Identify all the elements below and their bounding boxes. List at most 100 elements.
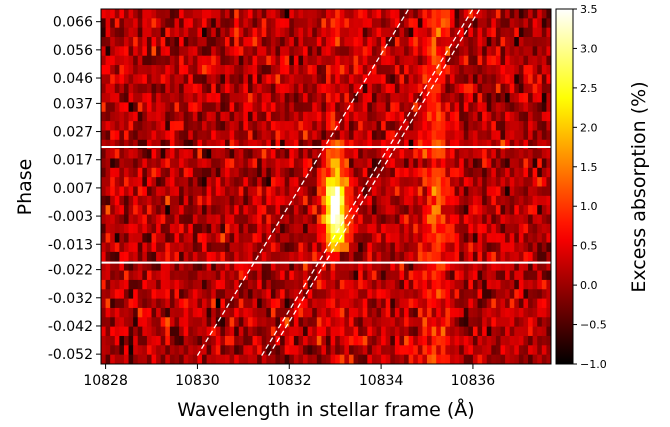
heatmap-cell — [546, 289, 551, 300]
heatmap-cell — [500, 130, 506, 141]
heatmap-cell — [146, 83, 153, 94]
heatmap-cell — [206, 93, 212, 104]
heatmap-cell — [280, 27, 286, 38]
heatmap-cell — [509, 130, 515, 141]
heatmap-cell — [449, 149, 456, 160]
heatmap-cell — [280, 307, 286, 318]
heatmap-cell — [137, 65, 143, 75]
heatmap-cell — [394, 46, 401, 57]
heatmap-cell — [174, 111, 180, 122]
heatmap-cell — [146, 354, 153, 364]
heatmap-cell — [537, 65, 543, 75]
heatmap-cell — [238, 158, 244, 169]
heatmap-cell — [408, 9, 414, 19]
heatmap-cell — [110, 233, 116, 244]
heatmap-cell — [192, 27, 199, 38]
heatmap-cell — [224, 55, 231, 66]
heatmap-cell — [146, 121, 153, 132]
heatmap-cell — [289, 289, 295, 300]
heatmap-cell — [500, 195, 506, 206]
heatmap-cell — [495, 279, 502, 290]
heatmap-cell — [165, 9, 171, 19]
heatmap-cell — [234, 65, 240, 75]
heatmap-cell — [169, 111, 176, 122]
heatmap-cell — [330, 55, 336, 66]
heatmap-cell — [298, 335, 304, 346]
heatmap-cell — [394, 289, 401, 300]
heatmap-cell — [142, 37, 148, 47]
heatmap-cell — [179, 139, 185, 150]
heatmap-cell — [183, 261, 189, 272]
heatmap-cell — [335, 261, 341, 272]
heatmap-cell — [385, 251, 391, 262]
heatmap-cell — [463, 242, 469, 253]
heatmap-cell — [477, 139, 483, 150]
heatmap-cell — [514, 102, 520, 113]
heatmap-cell — [202, 37, 208, 47]
heatmap-cell — [459, 65, 465, 75]
heatmap-cell — [449, 37, 456, 47]
heatmap-cell — [197, 307, 203, 318]
heatmap-cell — [518, 139, 525, 150]
heatmap-cell — [509, 74, 515, 85]
heatmap-cell — [330, 335, 336, 346]
heatmap-cell — [367, 223, 373, 234]
heatmap-cell — [275, 121, 281, 132]
heatmap-cell — [537, 261, 543, 272]
heatmap-cell — [449, 74, 456, 85]
heatmap-cell — [114, 205, 120, 216]
heatmap-cell — [142, 130, 148, 141]
heatmap-cell — [505, 205, 511, 216]
heatmap-cell — [261, 298, 267, 309]
heatmap-cell — [160, 354, 166, 364]
heatmap-cell — [353, 18, 359, 29]
heatmap-cell — [133, 177, 139, 188]
heatmap-cell — [316, 37, 323, 47]
heatmap-cell — [404, 298, 410, 309]
heatmap-cell — [119, 111, 125, 122]
heatmap-cell — [399, 177, 405, 188]
heatmap-cell — [532, 205, 538, 216]
y-tick-label: 0.027 — [53, 125, 93, 141]
heatmap-cell — [243, 195, 249, 206]
heatmap-cell — [270, 223, 277, 234]
heatmap-cell — [459, 111, 465, 122]
heatmap-cell — [514, 27, 520, 38]
heatmap-cell — [408, 270, 414, 281]
heatmap-cell — [523, 27, 529, 38]
heatmap-cell — [197, 233, 203, 244]
heatmap-cell — [247, 335, 254, 346]
heatmap-cell — [330, 93, 336, 104]
heatmap-cell — [247, 121, 254, 132]
heatmap-cell — [169, 74, 176, 85]
heatmap-cell — [436, 27, 442, 38]
heatmap-cell — [101, 74, 107, 85]
heatmap-cell — [422, 121, 428, 132]
heatmap-cell — [344, 65, 350, 75]
heatmap-cell — [234, 18, 240, 29]
heatmap-cell — [165, 55, 171, 66]
heatmap-cell — [449, 251, 456, 262]
heatmap-cell — [417, 354, 424, 364]
heatmap-cell — [110, 18, 116, 29]
heatmap-cell — [532, 251, 538, 262]
heatmap-cell — [371, 233, 378, 244]
heatmap-cell — [445, 298, 451, 309]
heatmap-cell — [224, 46, 231, 57]
heatmap-cell — [431, 18, 437, 29]
heatmap-cell — [367, 83, 373, 94]
heatmap-cell — [385, 37, 391, 47]
heatmap-cell — [133, 139, 139, 150]
heatmap-cell — [348, 261, 355, 272]
heatmap-cell — [220, 18, 226, 29]
heatmap-cell — [289, 27, 295, 38]
heatmap-cell — [206, 74, 212, 85]
heatmap-cell — [101, 307, 107, 318]
heatmap-cell — [523, 307, 529, 318]
heatmap-cell — [128, 317, 134, 328]
heatmap-cell — [174, 37, 180, 47]
heatmap-cell — [523, 37, 529, 47]
heatmap-cell — [546, 149, 551, 160]
heatmap-cell — [344, 205, 350, 216]
heatmap-cell — [211, 177, 217, 188]
